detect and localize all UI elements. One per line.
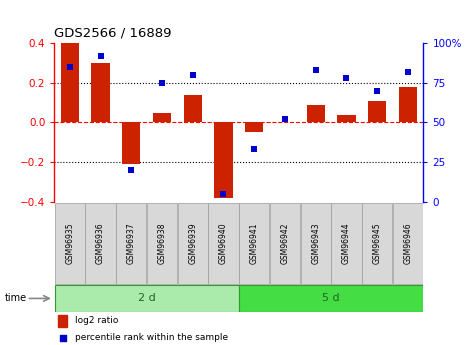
FancyBboxPatch shape bbox=[208, 203, 239, 284]
Bar bbox=[307, 105, 325, 122]
Bar bbox=[153, 112, 171, 122]
FancyBboxPatch shape bbox=[270, 203, 300, 284]
Text: GSM96941: GSM96941 bbox=[250, 223, 259, 264]
FancyBboxPatch shape bbox=[239, 203, 270, 284]
FancyBboxPatch shape bbox=[393, 203, 423, 284]
Bar bbox=[61, 43, 79, 122]
Text: log2 ratio: log2 ratio bbox=[75, 316, 118, 325]
Text: GSM96939: GSM96939 bbox=[188, 223, 197, 264]
FancyBboxPatch shape bbox=[362, 203, 393, 284]
Point bbox=[66, 64, 74, 70]
Point bbox=[128, 167, 135, 173]
FancyBboxPatch shape bbox=[116, 203, 147, 284]
Text: percentile rank within the sample: percentile rank within the sample bbox=[75, 333, 228, 342]
FancyBboxPatch shape bbox=[85, 203, 116, 284]
Bar bbox=[399, 87, 417, 122]
Text: GSM96944: GSM96944 bbox=[342, 223, 351, 264]
Text: GSM96935: GSM96935 bbox=[65, 223, 74, 264]
Point bbox=[251, 147, 258, 152]
Point bbox=[219, 191, 227, 197]
Bar bbox=[214, 122, 233, 198]
Text: 2 d: 2 d bbox=[138, 294, 156, 303]
Text: GSM96945: GSM96945 bbox=[373, 223, 382, 264]
Point bbox=[312, 67, 320, 73]
FancyBboxPatch shape bbox=[239, 285, 423, 312]
FancyBboxPatch shape bbox=[147, 203, 177, 284]
Bar bbox=[245, 122, 263, 132]
FancyBboxPatch shape bbox=[331, 203, 362, 284]
Text: GSM96942: GSM96942 bbox=[280, 223, 289, 264]
Bar bbox=[58, 315, 67, 327]
FancyBboxPatch shape bbox=[54, 203, 85, 284]
Point bbox=[281, 117, 289, 122]
Bar bbox=[91, 63, 110, 122]
Text: GSM96946: GSM96946 bbox=[403, 223, 412, 264]
Point bbox=[404, 69, 412, 75]
Text: GSM96938: GSM96938 bbox=[158, 223, 166, 264]
Point bbox=[59, 335, 67, 341]
Bar bbox=[184, 95, 202, 122]
Text: GSM96937: GSM96937 bbox=[127, 223, 136, 264]
Point bbox=[96, 53, 104, 59]
FancyBboxPatch shape bbox=[300, 203, 331, 284]
Text: GDS2566 / 16889: GDS2566 / 16889 bbox=[54, 27, 172, 40]
Point bbox=[374, 88, 381, 93]
Point bbox=[189, 72, 197, 78]
Text: GSM96940: GSM96940 bbox=[219, 223, 228, 264]
Point bbox=[158, 80, 166, 86]
Bar bbox=[337, 115, 356, 122]
Point bbox=[342, 75, 350, 81]
FancyBboxPatch shape bbox=[177, 203, 208, 284]
Text: GSM96936: GSM96936 bbox=[96, 223, 105, 264]
Bar bbox=[122, 122, 140, 164]
FancyBboxPatch shape bbox=[54, 285, 239, 312]
Text: 5 d: 5 d bbox=[322, 294, 340, 303]
Text: time: time bbox=[5, 294, 27, 303]
Bar bbox=[368, 101, 386, 122]
Text: GSM96943: GSM96943 bbox=[311, 223, 320, 264]
